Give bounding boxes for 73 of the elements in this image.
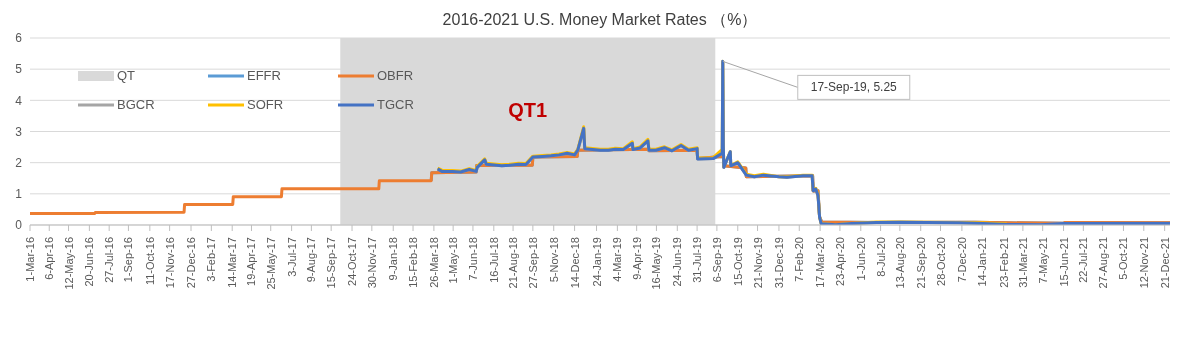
x-tick-label: 21-Nov-19 xyxy=(751,237,764,289)
legend-label: QT xyxy=(117,68,136,83)
x-tick-label: 25-May-17 xyxy=(264,237,277,290)
x-tick-label: 6-Sep-19 xyxy=(710,237,723,283)
x-tick-label: 7-Dec-20 xyxy=(955,237,968,283)
x-tick-label: 6-Apr-16 xyxy=(43,237,56,280)
x-tick-label: 21-Sep-20 xyxy=(914,237,927,289)
x-tick-label: 23-Apr-20 xyxy=(833,237,846,286)
x-tick-label: 15-Sep-17 xyxy=(325,237,338,289)
x-tick-label: 28-Oct-20 xyxy=(934,237,947,286)
x-tick-label: 7-Feb-20 xyxy=(793,237,806,282)
x-tick-label: 5-Nov-18 xyxy=(547,237,560,283)
x-tick-label: 27-Dec-16 xyxy=(185,237,198,289)
x-tick-label: 21-Dec-21 xyxy=(1158,237,1171,289)
legend-label: BGCR xyxy=(117,97,155,112)
x-tick-label: 4-Mar-19 xyxy=(611,237,624,282)
x-tick-label: 9-Aug-17 xyxy=(305,237,318,283)
legend-label: OBFR xyxy=(377,68,414,83)
x-tick-label: 21-Aug-18 xyxy=(507,237,520,289)
x-tick-label: 9-Jan-18 xyxy=(387,237,400,281)
x-tick-label: 15-Oct-19 xyxy=(731,237,744,286)
x-tick-label: 12-May-16 xyxy=(62,237,75,290)
y-tick-label: 1 xyxy=(15,187,23,202)
x-tick-label: 15-Feb-18 xyxy=(407,237,420,288)
x-tick-label: 17-Mar-20 xyxy=(814,237,827,288)
x-tick-label: 7-May-21 xyxy=(1036,237,1049,284)
x-tick-label: 3-Feb-17 xyxy=(205,237,218,282)
x-tick-label: 31-Dec-19 xyxy=(772,237,785,289)
x-tick-label: 8-Jul-20 xyxy=(874,237,887,277)
annotation: 17-Sep-19, 5.25 xyxy=(810,80,898,95)
x-tick-label: 16-Jul-18 xyxy=(487,237,500,283)
x-tick-label: 31-Jul-19 xyxy=(691,237,704,283)
x-tick-label: 1-Jun-20 xyxy=(854,237,867,281)
x-tick-label: 17-Nov-16 xyxy=(163,237,176,289)
x-tick-label: 14-Jan-21 xyxy=(976,237,989,287)
x-tick-label: 20-Jun-16 xyxy=(83,237,96,287)
y-tick-label: 6 xyxy=(15,31,23,46)
x-tick-label: 27-Jul-16 xyxy=(103,237,116,283)
x-tick-label: 5-Oct-21 xyxy=(1117,237,1130,280)
x-tick-label: 23-Feb-21 xyxy=(997,237,1010,288)
x-tick-label: 3-Jul-17 xyxy=(285,237,298,277)
x-tick-label: 11-Oct-16 xyxy=(143,237,156,286)
x-tick-label: 1-Mar-16 xyxy=(24,237,36,282)
x-tick-label: 7-Jun-18 xyxy=(466,237,479,281)
x-tick-label: 30-Nov-17 xyxy=(365,237,378,289)
x-tick-label: 14-Dec-18 xyxy=(568,237,581,289)
x-tick-label: 9-Apr-19 xyxy=(630,237,643,280)
x-tick-label: 12-Nov-21 xyxy=(1137,237,1150,289)
x-tick-label: 24-Jan-19 xyxy=(590,237,603,287)
legend-label: SOFR xyxy=(247,97,284,112)
x-tick-label: 1-May-18 xyxy=(447,237,460,284)
legend-label: TGCR xyxy=(377,97,414,112)
chart-title: 2016-2021 U.S. Money Market Rates （%） xyxy=(441,10,759,30)
x-tick-label: 16-May-19 xyxy=(650,237,663,290)
y-tick-label: 3 xyxy=(15,124,23,139)
x-tick-label: 27-Sep-18 xyxy=(526,237,539,289)
x-tick-label: 27-Aug-21 xyxy=(1096,237,1109,289)
annotation: QT1 xyxy=(508,98,548,121)
x-tick-label: 24-Jun-19 xyxy=(671,237,684,287)
x-tick-label: 22-Jul-21 xyxy=(1077,237,1090,283)
y-tick-label: 2 xyxy=(15,155,23,170)
x-tick-label: 26-Mar-18 xyxy=(427,237,440,288)
y-tick-label: 0 xyxy=(15,218,23,233)
x-tick-label: 15-Jun-21 xyxy=(1057,237,1070,287)
x-tick-label: 19-Apr-17 xyxy=(245,237,258,286)
x-tick-label: 1-Sep-16 xyxy=(122,237,135,283)
x-tick-label: 24-Oct-17 xyxy=(346,237,359,286)
x-tick-label: 13-Aug-20 xyxy=(893,237,906,289)
legend-label: EFFR xyxy=(247,68,281,83)
y-tick-label: 5 xyxy=(15,62,23,77)
x-tick-label: 14-Mar-17 xyxy=(226,237,239,288)
x-tick-label: 31-Mar-21 xyxy=(1016,237,1029,288)
y-tick-label: 4 xyxy=(15,93,23,108)
